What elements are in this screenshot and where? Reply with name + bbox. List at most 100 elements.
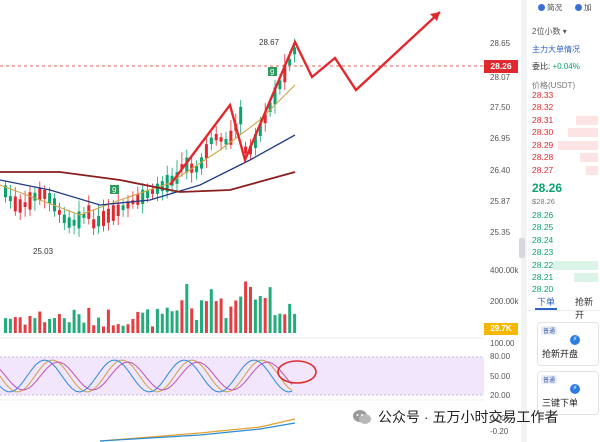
ask-row[interactable]: 28.30 (532, 127, 598, 138)
ask-row[interactable]: 28.29 (532, 140, 598, 151)
projection-arrow (169, 11, 441, 186)
wechat-icon (353, 410, 371, 424)
bid-row[interactable]: 28.23 (532, 247, 598, 258)
bid-row[interactable]: 28.26 (532, 210, 598, 221)
ask-row[interactable]: 28.31 (532, 115, 598, 126)
ask-row[interactable]: 28.27 (532, 165, 598, 176)
volume-bar (87, 307, 91, 333)
candle-body (18, 199, 22, 213)
volume-bar (263, 298, 267, 333)
candle-body (283, 64, 287, 83)
volume-bar (170, 311, 174, 333)
candle-body (111, 205, 115, 221)
candle-body (244, 146, 248, 154)
three-key-order-card[interactable]: 普通 ⚡ 三键下单 (537, 371, 599, 415)
lightning-icon: ⚡ (570, 335, 580, 345)
candle-body (48, 193, 52, 204)
bid-row[interactable]: 28.21 (532, 272, 598, 283)
oscillator-axis-label: 20.00 (490, 391, 511, 400)
candle-body (28, 192, 32, 210)
chevron-down-icon: ▾ (562, 27, 567, 36)
card-label: 抢新开盘 (542, 349, 579, 359)
volume-bar (82, 322, 86, 333)
volume-bar (131, 318, 135, 333)
add-button[interactable]: 加 (575, 0, 592, 15)
volume-bar (234, 300, 238, 333)
sequence-marker (268, 67, 277, 76)
main-order-link[interactable]: 主力大单情况 (532, 45, 580, 54)
volume-bar (165, 307, 169, 333)
volume-bar (8, 318, 12, 333)
card-label: 三键下单 (542, 398, 579, 408)
candle-body (288, 59, 292, 66)
candle-body (151, 188, 154, 194)
volume-bar (43, 322, 47, 333)
candle-body (72, 219, 76, 226)
candle-body (214, 133, 218, 141)
candle-body (136, 194, 140, 205)
candle-body (57, 210, 61, 215)
volume-bar (72, 309, 76, 333)
ask-row[interactable]: 28.28 (532, 152, 598, 163)
volume-bar (146, 309, 150, 333)
bid-price: 28.23 (532, 247, 554, 257)
volume-bar (175, 310, 179, 333)
ask-price: 28.29 (532, 140, 554, 150)
bid-row[interactable]: 28.20 (532, 284, 598, 295)
tab-grab-new[interactable]: 抢新开 (575, 297, 594, 320)
ask-row[interactable]: 28.32 (532, 102, 598, 113)
oscillator-line (0, 361, 293, 391)
ask-price: 28.31 (532, 115, 554, 125)
bid-price: 28.25 (532, 222, 554, 232)
bid-price: 28.22 (532, 260, 554, 270)
bid-row[interactable]: 28.22 (532, 260, 598, 271)
candle-body (38, 188, 42, 200)
bid-depth-bar (574, 273, 598, 282)
current-price-tag: 28.26 (484, 60, 518, 73)
volume-bar (111, 325, 115, 333)
volume-bar (219, 298, 223, 333)
ask-price: 28.28 (532, 152, 554, 162)
ask-depth-bar (576, 116, 598, 125)
sequence-marker (110, 185, 119, 194)
volume-bar (121, 325, 125, 333)
candle-body (268, 102, 272, 112)
volume-bar (33, 318, 37, 333)
candle-body (180, 164, 184, 170)
overview-button[interactable]: 简况 (538, 0, 562, 15)
grab-new-listing-card[interactable]: 普通 ⚡ 抢新开盘 (537, 322, 599, 366)
price-header: 价格(USDT) (532, 81, 576, 90)
candlestick-chart[interactable]: 99 (0, 0, 520, 442)
decimals-value: 2位小数 (532, 27, 561, 36)
volume-bar (253, 299, 257, 333)
oscillator-axis-label: -0.20 (490, 427, 509, 436)
candle-body (239, 106, 243, 125)
ask-price: 28.27 (532, 165, 554, 175)
add-icon (575, 4, 582, 11)
candle-body (263, 113, 267, 124)
order-tabs: 下单 抢新开 (527, 292, 600, 320)
volume-bar (13, 317, 17, 333)
price-axis-label: 27.50 (490, 103, 511, 112)
bid-row[interactable]: 28.25 (532, 222, 598, 233)
bid-price: 28.24 (532, 235, 554, 245)
volume-bar (28, 315, 32, 333)
oscillator-axis-label: 50.00 (490, 372, 511, 381)
volume-bar (57, 314, 61, 333)
ask-price: 28.32 (532, 102, 554, 112)
collapse-handle[interactable] (519, 238, 525, 258)
bid-row[interactable]: 28.24 (532, 235, 598, 246)
ask-depth-bar (580, 153, 598, 162)
volume-bar (200, 300, 203, 333)
ask-depth-bar (558, 141, 598, 150)
lightning-icon: ⚡ (570, 384, 580, 394)
candle-body (106, 208, 110, 223)
ask-row[interactable]: 28.33 (532, 90, 598, 101)
decimals-select[interactable]: 2位小数 ▾ (532, 26, 567, 37)
active-tab-indicator (535, 308, 557, 310)
ask-price: 28.33 (532, 90, 554, 100)
volume-bar (214, 301, 218, 333)
arrow-head-icon (430, 12, 440, 21)
tab-place-order[interactable]: 下单 (537, 297, 556, 307)
